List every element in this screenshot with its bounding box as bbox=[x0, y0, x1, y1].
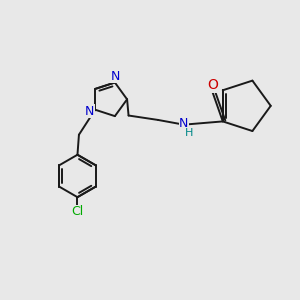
Text: N: N bbox=[179, 117, 189, 130]
Text: H: H bbox=[185, 128, 193, 138]
Text: N: N bbox=[85, 105, 94, 118]
Text: Cl: Cl bbox=[71, 206, 84, 218]
Text: O: O bbox=[208, 79, 218, 92]
Text: N: N bbox=[111, 70, 120, 83]
